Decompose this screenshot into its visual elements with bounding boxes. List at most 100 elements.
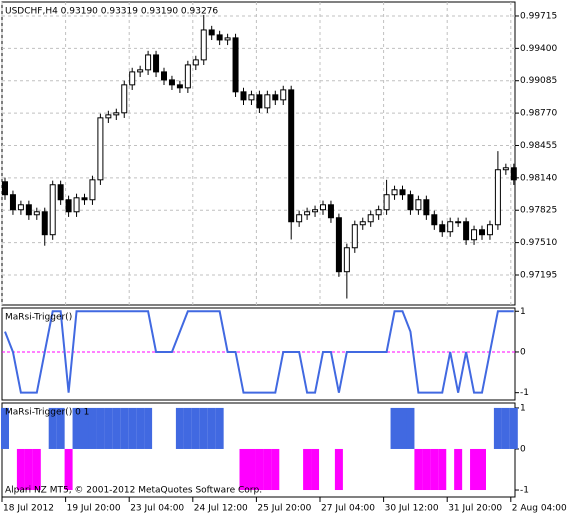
histogram-bar [334,448,343,491]
candle-body [510,167,517,181]
candle-body [343,247,350,273]
histogram-bar [144,407,153,449]
y-tick-label: -1 [520,388,529,398]
candle-body [494,169,501,226]
candle-body [49,184,56,236]
panel-frame [1,1,516,306]
x-tick-label: 23 Jul 04:00 [130,504,184,514]
histogram-bar [32,448,41,491]
x-tick-label: 2 Aug 04:00 [512,504,567,514]
y-tick-label: 0.99085 [520,76,557,86]
candle-body [240,91,247,101]
histogram-bar [120,407,129,449]
candle-body [248,94,255,101]
histogram-bar [263,448,272,491]
candle-body [272,94,279,101]
candle-body [200,29,207,61]
candle-body [153,54,160,73]
panel-frame [1,307,516,401]
histogram-bar [48,407,57,449]
candle-body [415,199,422,211]
candle-body [25,204,32,216]
annotation: Alpari NZ MT5, © 2001-2012 MetaQuotes So… [5,486,262,496]
candle-body [327,204,334,219]
indicator-line [4,310,514,394]
histogram-bar [64,448,73,491]
histogram-bar [24,448,33,491]
candle-body [304,211,311,216]
histogram-bar [96,407,105,449]
candle-body [57,184,64,201]
candle-body [463,221,470,241]
candle-body [208,29,215,36]
candle-body [97,117,104,181]
candle-body [375,209,382,216]
histogram-bar [501,407,510,449]
histogram-bar [509,407,518,449]
histogram-bar [414,448,423,491]
histogram-bar [1,407,9,449]
candle-body [81,197,88,201]
y-tick-label: 1 [520,307,526,317]
candle-body [224,37,231,41]
histogram-bar [56,407,65,449]
y-tick-label: 1 [520,403,526,413]
candle-body [383,194,390,211]
histogram-bar [16,448,25,491]
panel-title: MaRsi-Trigger() 0 1 [5,408,89,418]
candle-body [312,209,319,213]
histogram-bar [454,448,463,491]
histogram-bar [271,448,280,491]
candle-body [216,34,223,41]
x-tick-label: 30 Jul 12:00 [385,504,439,514]
candle-body [407,194,414,211]
candle-body [431,214,438,226]
candle-body [9,194,16,211]
candle-body [137,69,144,73]
histogram-bar [207,407,216,449]
histogram-bar [72,407,81,449]
histogram-bar [183,407,192,449]
candle-body [113,112,120,116]
candle-body [502,167,509,171]
candle-body [439,224,446,233]
candle-body [471,229,478,241]
panel-title: USDCHF,H4 0.93190 0.93319 0.93190 0.9327… [5,7,218,17]
panel-title: MaRsi-Trigger() [5,313,72,323]
candle-body [320,204,326,211]
candle-body [486,224,493,236]
candle-body [256,94,263,109]
histogram-bar [390,407,399,449]
histogram-bar [215,407,224,449]
candle-body [192,59,199,66]
y-tick-label: 0.98770 [520,109,557,119]
histogram-bar [478,448,486,491]
candle-body [359,221,366,226]
x-tick-label: 18 Jul 2012 [3,504,54,514]
histogram-bar [406,407,415,449]
candle-body [296,214,303,223]
candle-body [391,189,398,196]
y-tick-label: 0.98455 [520,141,557,151]
candle-body [168,79,175,86]
candle-body [89,179,96,201]
histogram-bar [104,407,113,449]
candle-body [105,114,112,119]
x-tick-label: 25 Jul 20:00 [257,504,311,514]
candle-body [33,211,40,216]
histogram-bar [398,407,407,449]
candle-body [423,199,430,216]
histogram-bar [430,448,439,491]
histogram-bar [239,448,248,491]
y-tick-label: 0.97825 [520,206,557,216]
candle-body [176,84,183,89]
y-tick-label: 0.97510 [520,238,557,248]
histogram-bar [191,407,200,449]
histogram-bar [422,448,431,491]
histogram-bar [112,407,121,449]
y-tick-label: 0 [520,444,526,454]
x-tick-label: 19 Jul 20:00 [67,504,121,514]
histogram-bar [470,448,479,491]
y-tick-label: -1 [520,486,529,496]
